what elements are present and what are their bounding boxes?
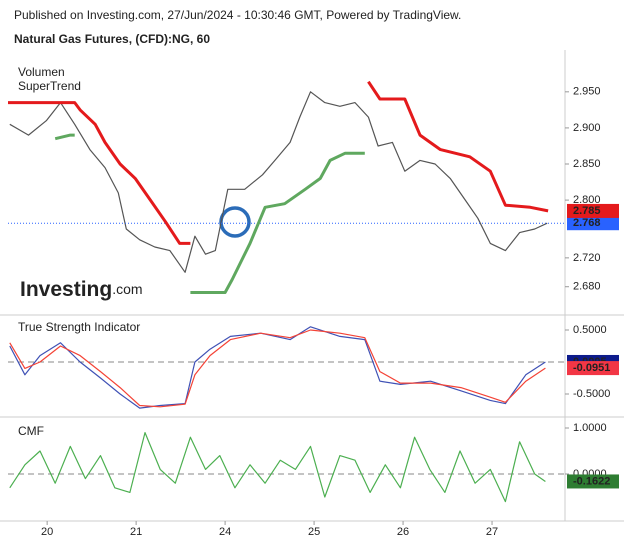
- logo-main: Investing: [20, 278, 112, 301]
- y-tick-label: 2.680: [573, 281, 601, 293]
- y-tick-label: 2.950: [573, 86, 601, 98]
- value-badge: [567, 474, 619, 489]
- value-badge-label: 2.768: [573, 217, 601, 229]
- chart-title: Natural Gas Futures, (CFD):NG, 60: [14, 32, 210, 46]
- series-line: [9, 329, 546, 408]
- value-badge: [567, 361, 619, 376]
- value-badge: [567, 203, 619, 218]
- x-tick-label: 20: [41, 526, 53, 538]
- value-badge-label: -0.1622: [573, 475, 610, 487]
- y-tick-label: 1.0000: [573, 422, 607, 434]
- x-tick-label: 27: [486, 526, 498, 538]
- series-line: [54, 133, 365, 294]
- panel-title: CMF: [18, 424, 44, 438]
- y-tick-label: 2.720: [573, 252, 601, 264]
- series-line: [9, 91, 548, 273]
- value-badge-label: 2.785: [573, 205, 601, 217]
- legend-supertrend: SuperTrend: [18, 79, 81, 93]
- y-tick-label: -0.5000: [573, 388, 610, 400]
- y-tick-label: 0.5000: [573, 324, 607, 336]
- x-tick-label: 25: [308, 526, 320, 538]
- panel-title: True Strength Indicator: [18, 320, 140, 334]
- series-line: [8, 80, 549, 245]
- value-badge-label: -0.0951: [573, 362, 610, 374]
- logo-suffix: .com: [112, 281, 142, 297]
- x-tick-label: 21: [130, 526, 142, 538]
- x-tick-label: 26: [397, 526, 409, 538]
- y-tick-label: 2.800: [573, 194, 601, 206]
- y-tick-label: 2.900: [573, 122, 601, 134]
- x-tick-label: 24: [219, 526, 231, 538]
- series-line: [9, 326, 546, 409]
- series-line: [9, 432, 546, 503]
- y-tick-label: 2.850: [573, 158, 601, 170]
- legend-volume: Volumen: [18, 65, 65, 79]
- logo: Investing.com: [20, 278, 143, 301]
- publish-note: Published on Investing.com, 27/Jun/2024 …: [14, 8, 461, 22]
- value-badge: [567, 216, 619, 231]
